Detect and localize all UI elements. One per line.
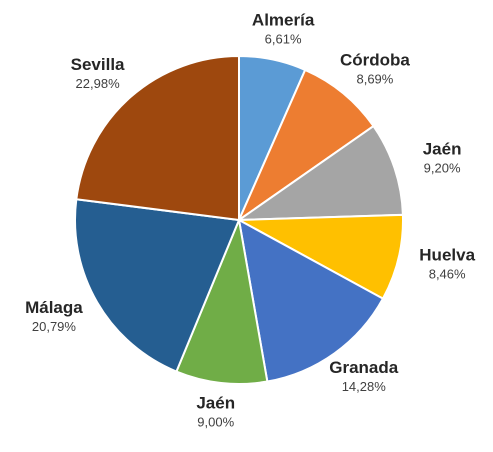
slice-label: Almería (252, 11, 315, 30)
slice-label: Málaga (25, 298, 83, 317)
slice-value-label: 8,46% (429, 266, 466, 281)
slice-value-label: 20,79% (32, 319, 77, 334)
pie-slice (235, 124, 404, 222)
slice-label: Jaén (423, 139, 462, 158)
slice-value-label: 9,20% (424, 160, 461, 175)
slice-label: Sevilla (71, 55, 125, 74)
slice-label: Jaén (196, 393, 235, 412)
pie-slice (235, 213, 404, 300)
slice-value-label: 8,69% (356, 72, 393, 87)
slice-label: Huelva (419, 246, 475, 265)
slice-value-label: 9,00% (197, 414, 234, 429)
slice-value-label: 22,98% (76, 76, 121, 91)
slice-label: Córdoba (340, 51, 410, 70)
slice-label: Granada (329, 358, 399, 377)
pie-slice (237, 218, 385, 383)
pie-slice (236, 68, 375, 223)
slice-value-label: 6,61% (265, 32, 302, 47)
pie-slice (75, 54, 240, 222)
pie-slice (175, 216, 269, 385)
pie-slice (74, 198, 241, 373)
slice-value-label: 14,28% (342, 379, 387, 394)
